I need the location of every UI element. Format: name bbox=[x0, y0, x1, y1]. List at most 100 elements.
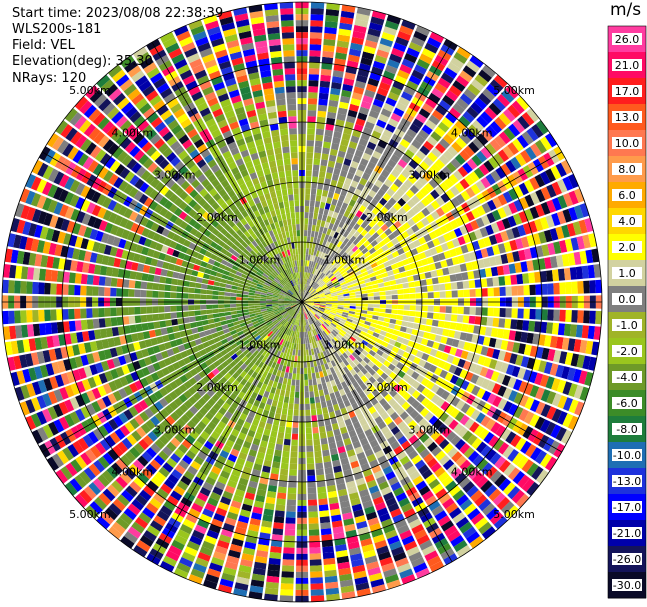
range-gate bbox=[305, 292, 311, 298]
range-gate bbox=[404, 149, 415, 159]
range-gate bbox=[337, 296, 344, 299]
range-gate bbox=[323, 32, 337, 41]
range-gate bbox=[289, 469, 297, 476]
range-gate bbox=[523, 285, 530, 296]
range-gate bbox=[401, 154, 411, 164]
range-gate bbox=[305, 284, 308, 291]
range-gate bbox=[334, 206, 341, 214]
range-gate bbox=[343, 293, 350, 297]
range-gate bbox=[328, 154, 337, 162]
range-gate bbox=[426, 355, 435, 364]
range-gate bbox=[463, 289, 470, 298]
range-gate bbox=[134, 289, 141, 298]
range-gate bbox=[357, 112, 368, 121]
range-gate bbox=[510, 156, 522, 170]
range-gate bbox=[307, 367, 312, 374]
range-gate bbox=[310, 309, 316, 315]
range-gate bbox=[556, 210, 567, 225]
range-gate bbox=[454, 348, 463, 358]
range-gate bbox=[219, 282, 227, 288]
range-gate bbox=[460, 380, 470, 391]
range-gate bbox=[360, 267, 367, 274]
range-gate bbox=[463, 145, 475, 158]
range-gate bbox=[522, 320, 530, 331]
range-gate bbox=[334, 58, 346, 66]
range-gate bbox=[521, 112, 535, 126]
range-gate bbox=[355, 291, 362, 295]
range-gate bbox=[499, 286, 506, 296]
range-gate bbox=[327, 210, 334, 217]
range-gate bbox=[74, 285, 81, 296]
range-gate bbox=[418, 129, 430, 140]
range-gate bbox=[418, 324, 426, 331]
range-gate bbox=[304, 397, 310, 404]
range-gate bbox=[345, 278, 352, 284]
range-gate bbox=[502, 145, 514, 159]
range-gate bbox=[401, 91, 413, 102]
range-gate bbox=[298, 337, 301, 344]
range-gate bbox=[445, 200, 456, 211]
range-gate bbox=[445, 90, 459, 102]
range-gate bbox=[495, 425, 507, 438]
range-gate bbox=[453, 170, 464, 181]
range-gate bbox=[337, 308, 344, 312]
range-gate bbox=[463, 306, 470, 315]
range-gate bbox=[291, 439, 298, 446]
range-gate bbox=[224, 296, 231, 300]
range-gate bbox=[319, 303, 326, 305]
range-gate bbox=[430, 394, 441, 404]
range-gate bbox=[417, 330, 425, 338]
range-gate bbox=[316, 189, 323, 196]
range-gate bbox=[418, 273, 426, 280]
range-gate bbox=[310, 577, 323, 584]
range-gate bbox=[242, 306, 249, 310]
range-gate bbox=[305, 194, 310, 201]
range-gate bbox=[462, 280, 470, 289]
range-gate bbox=[129, 271, 137, 280]
range-gate bbox=[443, 275, 451, 283]
range-gate bbox=[447, 145, 459, 157]
range-gate bbox=[545, 376, 555, 390]
range-gate bbox=[309, 280, 314, 287]
range-gate bbox=[486, 212, 496, 224]
range-gate bbox=[507, 104, 521, 118]
range-gate bbox=[547, 348, 556, 362]
range-gate bbox=[485, 267, 493, 277]
range-gate bbox=[431, 147, 442, 158]
range-gate bbox=[399, 64, 413, 75]
range-gate bbox=[432, 238, 441, 247]
range-gate bbox=[328, 284, 335, 289]
range-gate bbox=[390, 154, 400, 164]
range-gate bbox=[466, 434, 478, 446]
range-gate bbox=[498, 112, 512, 126]
range-gate bbox=[405, 250, 413, 258]
range-gate bbox=[313, 438, 321, 446]
range-gate bbox=[379, 37, 394, 48]
range-gate bbox=[389, 206, 398, 215]
range-gate bbox=[292, 427, 299, 434]
range-gate bbox=[546, 199, 557, 213]
range-gate bbox=[348, 289, 356, 294]
range-gate bbox=[320, 245, 325, 252]
range-gate bbox=[556, 379, 567, 394]
range-gate bbox=[485, 418, 496, 431]
range-gate bbox=[415, 25, 431, 37]
range-gate bbox=[316, 287, 322, 292]
range-gate bbox=[399, 271, 407, 278]
range-gate bbox=[331, 173, 339, 181]
range-gate bbox=[505, 85, 519, 99]
range-gate bbox=[242, 294, 249, 298]
range-gate bbox=[377, 174, 387, 183]
range-gate bbox=[367, 28, 381, 38]
range-gate bbox=[44, 322, 52, 335]
range-gate bbox=[491, 209, 502, 221]
range-gate bbox=[325, 298, 332, 300]
range-gate bbox=[325, 293, 332, 297]
range-gate bbox=[319, 296, 326, 299]
range-gate bbox=[493, 438, 505, 451]
range-gate bbox=[561, 224, 571, 238]
range-gate bbox=[319, 317, 325, 323]
range-gate bbox=[307, 487, 317, 494]
range-gate bbox=[308, 92, 318, 99]
